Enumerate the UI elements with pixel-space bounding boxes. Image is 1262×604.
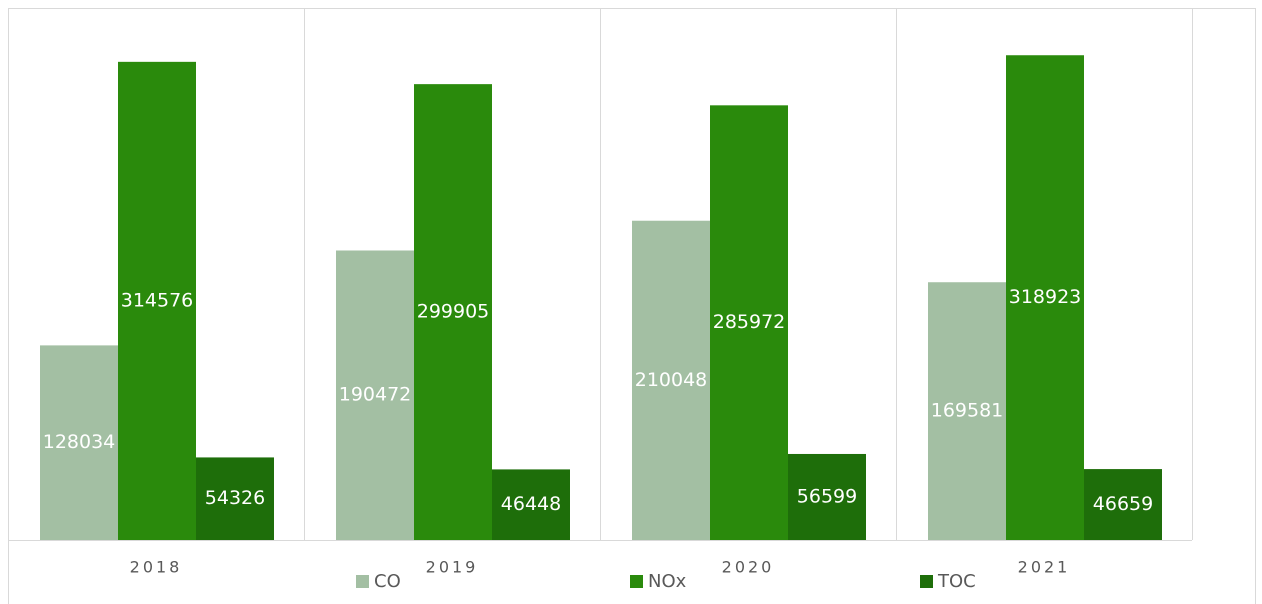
bar [710, 105, 788, 540]
data-label: 318923 [1009, 286, 1082, 308]
data-label: 169581 [931, 400, 1004, 422]
legend-label: TOC [937, 571, 976, 592]
bar [414, 84, 492, 540]
bar [336, 250, 414, 541]
bar [632, 220, 710, 540]
legend-swatch [356, 575, 369, 588]
data-label: 56599 [797, 485, 857, 507]
bar [196, 457, 274, 540]
x-tick-label: 2020 [722, 558, 775, 577]
bar [40, 345, 118, 540]
data-label: 54326 [205, 487, 265, 509]
x-tick-label: 2021 [1018, 558, 1071, 577]
data-label: 46659 [1093, 493, 1153, 515]
bar [928, 282, 1006, 540]
bar [118, 61, 196, 540]
legend-swatch [920, 575, 933, 588]
data-label: 314576 [121, 289, 194, 311]
x-tick-label: 2019 [426, 558, 479, 577]
chart-frame [8, 8, 1256, 604]
data-label: 285972 [713, 311, 786, 333]
data-label: 128034 [43, 431, 116, 453]
data-label: 299905 [417, 301, 490, 323]
bar [492, 469, 570, 540]
data-label: 210048 [635, 369, 708, 391]
x-tick-label: 2018 [130, 558, 183, 577]
legend-swatch [630, 575, 643, 588]
bar [788, 453, 866, 540]
bar [1006, 55, 1084, 541]
legend-label: CO [374, 571, 401, 592]
legend-label: NOx [648, 571, 687, 592]
data-label: 46448 [501, 493, 561, 515]
bar [1084, 469, 1162, 540]
data-label: 190472 [339, 384, 412, 406]
